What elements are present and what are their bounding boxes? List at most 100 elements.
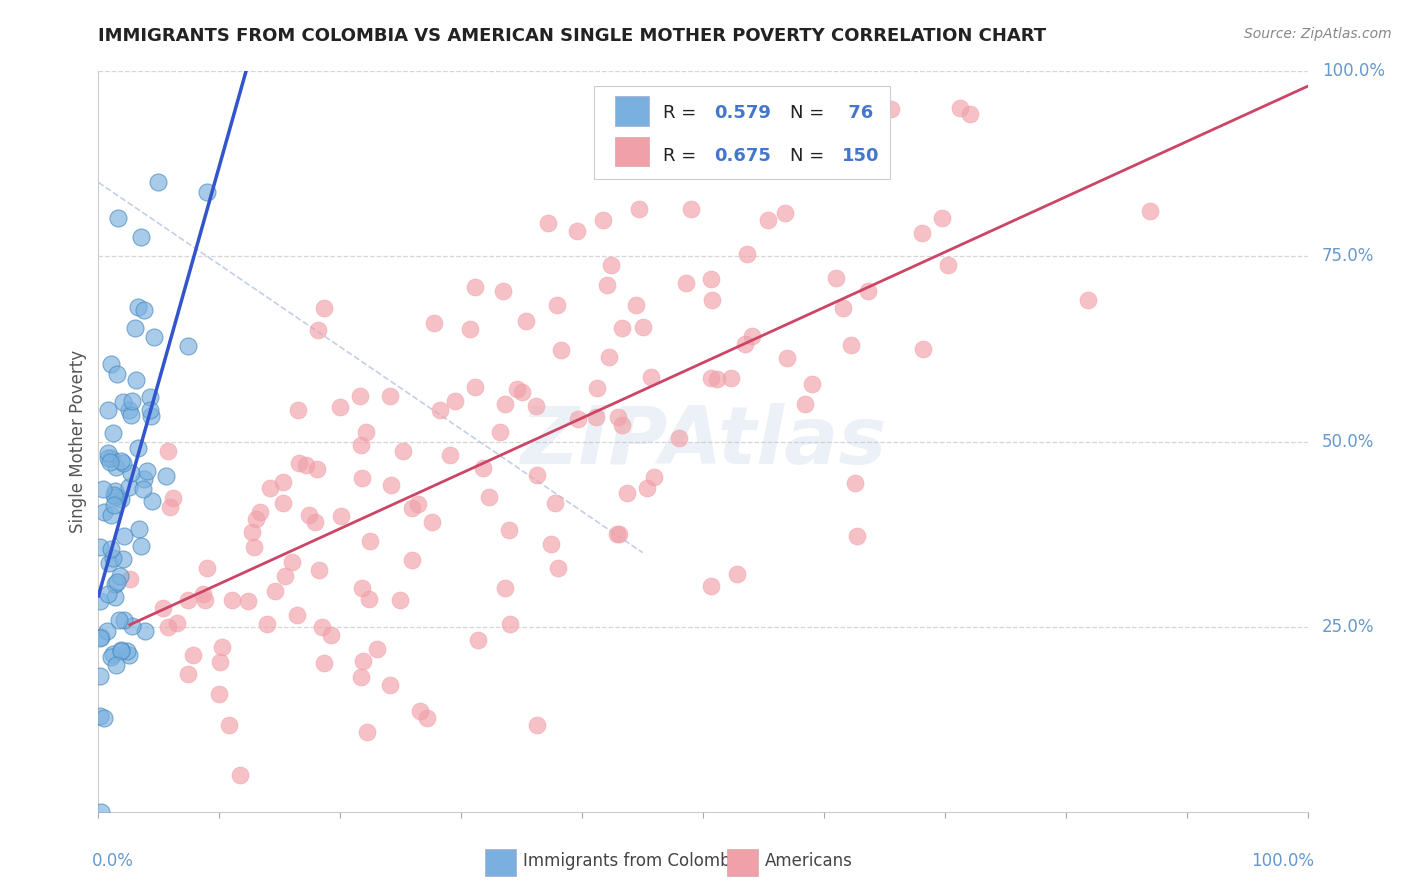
Point [356, 425, 378, 439]
Point [256, 616, 278, 631]
Point [264, 584, 287, 599]
Point [880, 102, 903, 116]
Point [100, 542, 122, 557]
Point [800, 376, 823, 391]
Point [526, 718, 548, 732]
Point [366, 641, 388, 656]
Point [406, 498, 429, 512]
Point [118, 572, 141, 586]
Point [949, 101, 972, 115]
Point [606, 527, 628, 541]
Point [273, 475, 295, 489]
Point [245, 512, 267, 526]
Text: 0.579: 0.579 [714, 103, 770, 122]
Point [96, 624, 118, 638]
Point [489, 425, 512, 439]
Point [176, 666, 198, 681]
Point [600, 258, 623, 272]
Text: 76: 76 [842, 103, 873, 122]
Point [319, 628, 342, 642]
Point [734, 336, 756, 351]
Point [100, 508, 122, 523]
Text: N =: N = [790, 103, 824, 122]
Point [547, 561, 569, 575]
Point [675, 276, 697, 290]
Point [307, 323, 329, 337]
Point [633, 320, 655, 334]
Point [166, 615, 188, 630]
Point [356, 725, 378, 739]
Point [585, 381, 607, 395]
Point [415, 710, 437, 724]
Point [121, 618, 143, 632]
Point [208, 688, 231, 702]
Point [115, 644, 138, 658]
Point [585, 409, 607, 424]
Point [112, 613, 135, 627]
Point [143, 329, 166, 343]
Point [295, 458, 318, 473]
Point [139, 409, 162, 424]
Text: ZIPAtlas: ZIPAtlas [520, 402, 886, 481]
Text: Source: ZipAtlas.com: Source: ZipAtlas.com [1244, 27, 1392, 41]
Point [191, 587, 214, 601]
Point [401, 553, 423, 567]
Point [349, 389, 371, 403]
Point [105, 657, 128, 672]
Text: R =: R = [664, 147, 696, 165]
Point [471, 460, 494, 475]
Point [125, 373, 148, 387]
Point [350, 582, 373, 596]
Point [97, 587, 120, 601]
Point [423, 316, 446, 330]
Point [271, 496, 294, 510]
Point [352, 471, 374, 485]
Point [218, 718, 240, 732]
Point [350, 438, 373, 452]
Point [959, 107, 981, 121]
Point [856, 284, 879, 298]
Point [720, 371, 742, 385]
Point [135, 464, 157, 478]
Point [352, 655, 374, 669]
FancyBboxPatch shape [614, 96, 648, 126]
Point [544, 496, 567, 510]
Point [824, 270, 846, 285]
Point [118, 403, 141, 417]
Point [177, 339, 200, 353]
Point [89, 709, 111, 723]
Point [494, 581, 516, 595]
Point [110, 644, 132, 658]
Point [104, 491, 127, 505]
Point [156, 443, 179, 458]
Point [637, 481, 659, 495]
Point [132, 482, 155, 496]
Point [839, 337, 862, 351]
Point [288, 456, 311, 470]
Point [97, 450, 120, 465]
Point [700, 370, 723, 384]
Point [392, 444, 415, 458]
Point [616, 486, 638, 500]
Point [464, 280, 486, 294]
Point [89, 593, 111, 607]
Point [311, 620, 333, 634]
Point [298, 508, 321, 522]
Point [330, 509, 353, 524]
Text: 0.0%: 0.0% [93, 853, 134, 871]
Point [128, 522, 150, 536]
Point [515, 314, 537, 328]
Point [101, 648, 124, 662]
Point [229, 767, 252, 781]
Point [90, 805, 112, 819]
Point [121, 408, 143, 422]
Text: IMMIGRANTS FROM COLOMBIA VS AMERICAN SINGLE MOTHER POVERTY CORRELATION CHART: IMMIGRANTS FROM COLOMBIA VS AMERICAN SIN… [98, 27, 1046, 45]
Point [209, 655, 232, 669]
Point [478, 491, 501, 505]
Point [756, 212, 779, 227]
Point [706, 372, 728, 386]
Point [93, 710, 115, 724]
Point [111, 552, 134, 566]
Point [624, 298, 647, 312]
Point [845, 528, 868, 542]
